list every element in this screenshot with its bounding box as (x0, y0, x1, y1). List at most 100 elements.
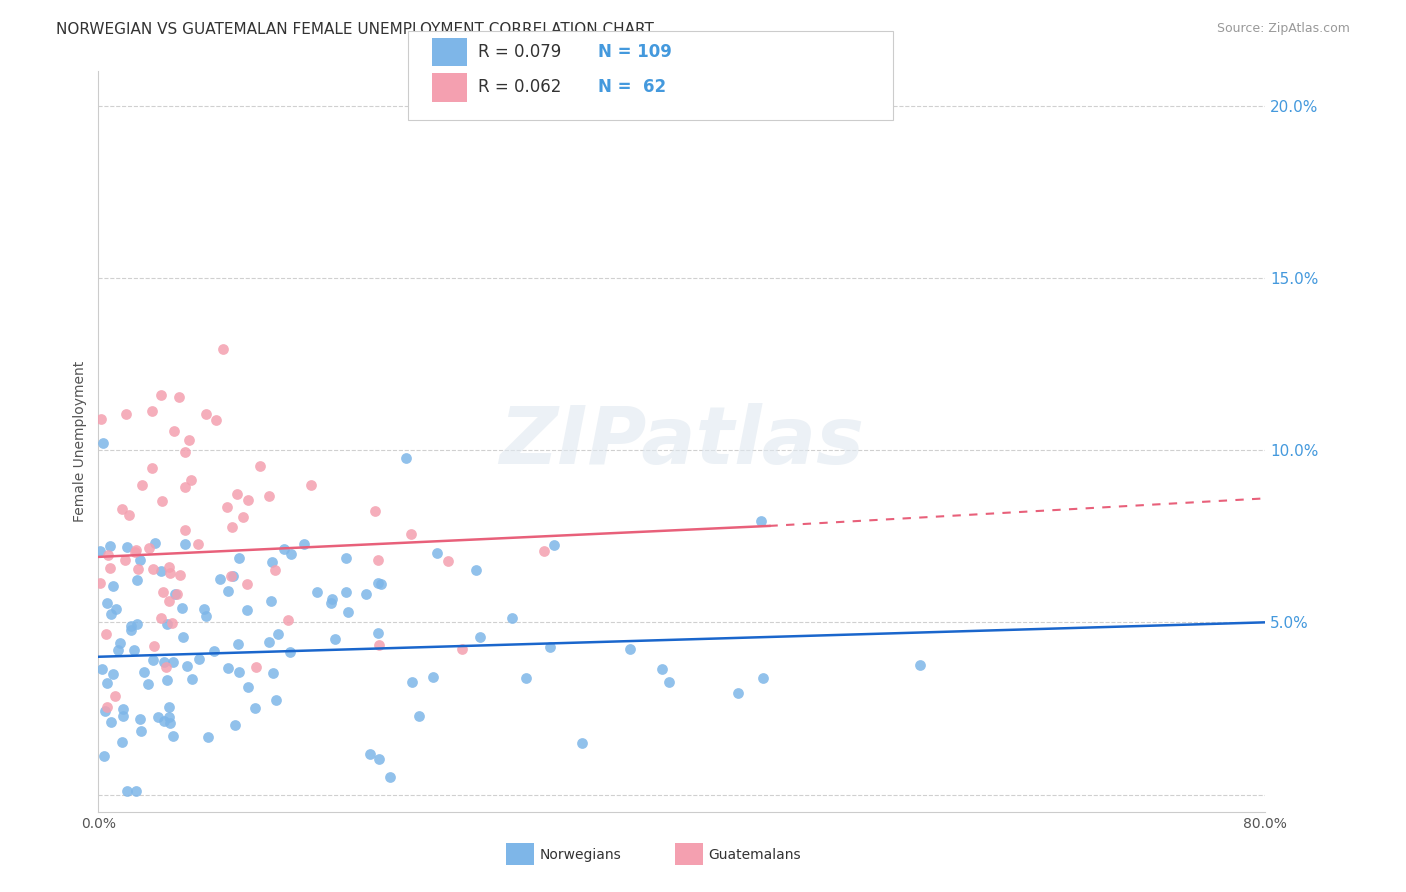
Point (125, 784, 148, 798)
Point (118, 508, 141, 522)
Point (136, 677, 159, 691)
Point (222, 569, 245, 583)
Point (128, 712, 150, 726)
Point (101, 579, 124, 593)
Point (364, 504, 387, 518)
Point (96, 700, 118, 714)
Point (127, 562, 149, 576)
Point (426, 546, 449, 560)
Point (749, 514, 772, 528)
Point (395, 450, 418, 465)
Point (262, 666, 284, 681)
Point (224, 718, 246, 732)
Point (367, 638, 389, 652)
Point (267, 626, 290, 640)
Point (180, 473, 202, 487)
Point (159, 715, 181, 730)
Point (149, 610, 172, 624)
Point (235, 576, 257, 591)
Point (399, 526, 422, 541)
Point (101, 667, 124, 681)
Point (96, 675, 118, 690)
Point (174, 480, 197, 494)
Point (464, 563, 486, 577)
Point (157, 699, 180, 714)
Point (260, 555, 283, 569)
Point (157, 709, 180, 723)
Point (120, 619, 142, 633)
Point (155, 659, 177, 673)
Point (533, 544, 555, 558)
Point (96, 596, 118, 610)
Point (238, 492, 260, 507)
Point (132, 665, 155, 679)
Point (141, 404, 163, 418)
Point (152, 585, 174, 599)
Point (277, 613, 299, 627)
Point (243, 701, 266, 715)
Point (219, 569, 242, 583)
Point (160, 615, 183, 630)
Point (143, 639, 166, 653)
Point (125, 542, 148, 557)
Point (107, 643, 129, 657)
Text: Norwegians: Norwegians (540, 847, 621, 862)
Point (143, 536, 166, 550)
Point (187, 652, 209, 666)
Point (141, 461, 163, 475)
Point (129, 724, 152, 739)
Point (108, 636, 131, 650)
Point (658, 675, 681, 690)
Point (354, 587, 377, 601)
Point (408, 708, 430, 723)
Point (538, 640, 561, 654)
Point (89, 544, 111, 558)
Point (264, 563, 287, 577)
Point (323, 632, 346, 646)
Point (174, 536, 197, 550)
Point (100, 715, 122, 730)
Point (367, 625, 389, 640)
Point (752, 671, 775, 685)
Point (236, 603, 259, 617)
Point (228, 665, 250, 679)
Point (115, 784, 138, 798)
Point (156, 673, 179, 687)
Point (172, 630, 194, 644)
Point (100, 607, 122, 621)
Point (98, 561, 121, 575)
Point (162, 729, 184, 743)
Point (131, 478, 153, 492)
Point (468, 630, 491, 644)
Point (115, 540, 138, 554)
Point (401, 674, 423, 689)
Point (180, 673, 202, 687)
Point (159, 566, 181, 580)
Point (94, 704, 117, 718)
Point (226, 637, 249, 651)
Point (187, 537, 209, 551)
Text: Source: ZipAtlas.com: Source: ZipAtlas.com (1216, 22, 1350, 36)
Text: NORWEGIAN VS GUATEMALAN FEMALE UNEMPLOYMENT CORRELATION CHART: NORWEGIAN VS GUATEMALAN FEMALE UNEMPLOYM… (56, 22, 654, 37)
Point (149, 388, 172, 402)
Point (91, 662, 114, 676)
Point (280, 547, 302, 561)
Point (97, 548, 120, 562)
Point (193, 602, 215, 616)
Point (194, 608, 217, 623)
Point (142, 562, 165, 576)
Point (501, 611, 523, 625)
Point (305, 584, 328, 599)
Point (257, 489, 280, 503)
Text: R = 0.062: R = 0.062 (478, 78, 561, 96)
Point (112, 701, 135, 715)
Point (368, 752, 391, 766)
Point (169, 390, 191, 404)
Point (125, 616, 148, 631)
Point (173, 523, 195, 537)
Point (450, 642, 472, 657)
Point (157, 560, 180, 574)
Point (245, 660, 267, 674)
Point (91, 435, 114, 450)
Point (142, 653, 165, 667)
